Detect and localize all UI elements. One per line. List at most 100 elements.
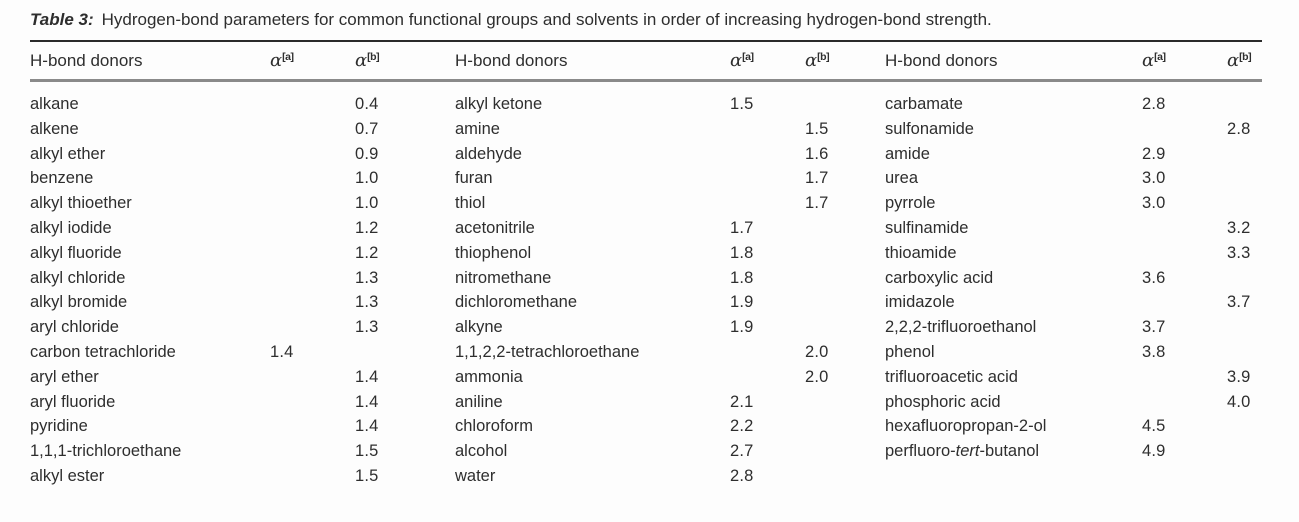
alpha-b-value [805, 439, 865, 464]
column-header-alpha-b: α[b] [1227, 50, 1252, 71]
alpha-b-value: 0.4 [355, 95, 379, 113]
column-header-alpha-a: α[a] [730, 50, 754, 71]
column-header-alpha-a: α[a] [270, 50, 294, 71]
alpha-a-value [730, 166, 805, 191]
donor-cell: thiol [455, 194, 486, 213]
alpha-b-value: 3.3 [1227, 243, 1251, 262]
donor-cell: aldehyde [455, 144, 522, 163]
alpha-a-value: 3.0 [1142, 194, 1166, 213]
donor-cell: perfluoro-tert-butanol [885, 442, 1040, 461]
alpha-a-value [1142, 117, 1227, 142]
alpha-b-value [805, 92, 865, 117]
alpha-b-value [1227, 191, 1262, 216]
alpha-b-value [805, 266, 865, 291]
alpha-b-value [805, 414, 865, 439]
alpha-a-value: 4.5 [1142, 417, 1166, 436]
donor-cell: sulfonamide [885, 119, 974, 138]
alpha-a-value [1142, 241, 1227, 266]
donor-cell: 2,2,2-trifluoroethanol [885, 318, 1037, 337]
alpha-b-value: 1.5 [355, 442, 379, 461]
alpha-b-value: 1.5 [355, 466, 379, 485]
alpha-b-value: 1.2 [355, 218, 379, 237]
table-body-group-3: carbamate 2.8 sulfonamide 2.8 amide 2.9 urea 3.… [885, 92, 1262, 489]
donor-cell: pyrrole [885, 194, 936, 213]
alpha-a-value [1142, 290, 1227, 315]
donor-cell: aryl chloride [30, 318, 119, 337]
alpha-a-value [270, 390, 355, 415]
donor-cell: benzene [30, 169, 94, 188]
alpha-b-value [1227, 414, 1262, 439]
donor-cell: pyridine [30, 417, 88, 436]
alpha-a-value [270, 241, 355, 266]
donor-cell: phenol [885, 342, 935, 361]
donor-cell: ammonia [455, 367, 523, 386]
alpha-b-value: 1.0 [355, 169, 379, 188]
alpha-a-value [270, 166, 355, 191]
alpha-a-value [1142, 216, 1227, 241]
alpha-b-value [805, 290, 865, 315]
alpha-b-value [805, 315, 865, 340]
column-header-donors: H-bond donors [455, 50, 568, 70]
alpha-b-value: 1.3 [355, 318, 379, 337]
alpha-a-value [270, 142, 355, 167]
donor-cell: sulfinamide [885, 218, 969, 237]
alpha-b-value [1227, 315, 1262, 340]
alpha-a-value: 2.7 [730, 442, 754, 461]
alpha-a-value [270, 365, 355, 390]
table-body-group-2: alkyl ketone 1.5 amine 1.5 aldehyde 1.6 furan 1… [455, 92, 865, 489]
alpha-b-value: 1.0 [355, 194, 379, 213]
donor-cell: amide [885, 144, 930, 163]
alpha-b-value: 0.7 [355, 119, 379, 138]
column-header-alpha-a: α[a] [1142, 50, 1166, 71]
alpha-b-value [1227, 166, 1262, 191]
alpha-b-value [1227, 340, 1262, 365]
alpha-a-value [270, 464, 355, 489]
donor-cell: amine [455, 119, 500, 138]
donor-cell: aniline [455, 392, 503, 411]
donor-cell: alcohol [455, 442, 508, 461]
alpha-a-value: 1.8 [730, 268, 754, 287]
alpha-b-value [1227, 92, 1262, 117]
alpha-a-value: 3.7 [1142, 318, 1166, 337]
table-body: alkane 0.4 alkene 0.7 alkyl ether 0.9 benzene 1… [30, 82, 1262, 489]
alpha-b-value: 2.8 [1227, 119, 1251, 138]
column-header-donors: H-bond donors [30, 50, 143, 70]
donor-cell: aryl fluoride [30, 392, 116, 411]
alpha-a-value [270, 315, 355, 340]
alpha-a-value: 1.5 [730, 95, 754, 113]
donor-cell: nitromethane [455, 268, 552, 287]
table-body-group-1: alkane 0.4 alkene 0.7 alkyl ether 0.9 benzene 1… [30, 92, 440, 489]
donor-cell: carbon tetrachloride [30, 342, 176, 361]
donor-cell: alkene [30, 119, 79, 138]
donor-cell: alkyl iodide [30, 218, 112, 237]
table-header-group-3: H-bond donors α[a] α[b] [885, 42, 1262, 79]
donor-cell: phosphoric acid [885, 392, 1001, 411]
donor-cell: alkyl ether [30, 144, 106, 163]
alpha-b-value: 1.7 [805, 169, 829, 188]
alpha-a-value: 1.8 [730, 243, 754, 262]
alpha-a-value [270, 216, 355, 241]
table-top-rule [30, 40, 1262, 42]
donor-cell: 1,1,1-trichloroethane [30, 442, 182, 461]
alpha-b-value: 4.0 [1227, 392, 1251, 411]
alpha-a-value: 1.4 [270, 342, 294, 361]
alpha-a-value [1142, 390, 1227, 415]
donor-cell: trifluoroacetic acid [885, 367, 1018, 386]
alpha-b-value [805, 464, 865, 489]
alpha-b-value [355, 340, 440, 365]
alpha-a-value: 2.8 [730, 466, 754, 485]
donor-cell: imidazole [885, 293, 955, 312]
donor-cell: furan [455, 169, 493, 188]
alpha-a-value [1142, 365, 1227, 390]
donor-cell: alkyl bromide [30, 293, 128, 312]
alpha-a-value: 1.9 [730, 318, 754, 337]
table-caption-label: Table 3: [30, 10, 94, 29]
table-header-group-1: H-bond donors α[a] α[b] [30, 42, 440, 79]
alpha-a-value: 2.1 [730, 392, 754, 411]
alpha-b-value [1227, 439, 1262, 464]
donor-cell: alkyl ester [30, 466, 105, 485]
alpha-a-value: 1.7 [730, 218, 754, 237]
column-header-alpha-b: α[b] [805, 50, 830, 71]
alpha-a-value [730, 340, 805, 365]
